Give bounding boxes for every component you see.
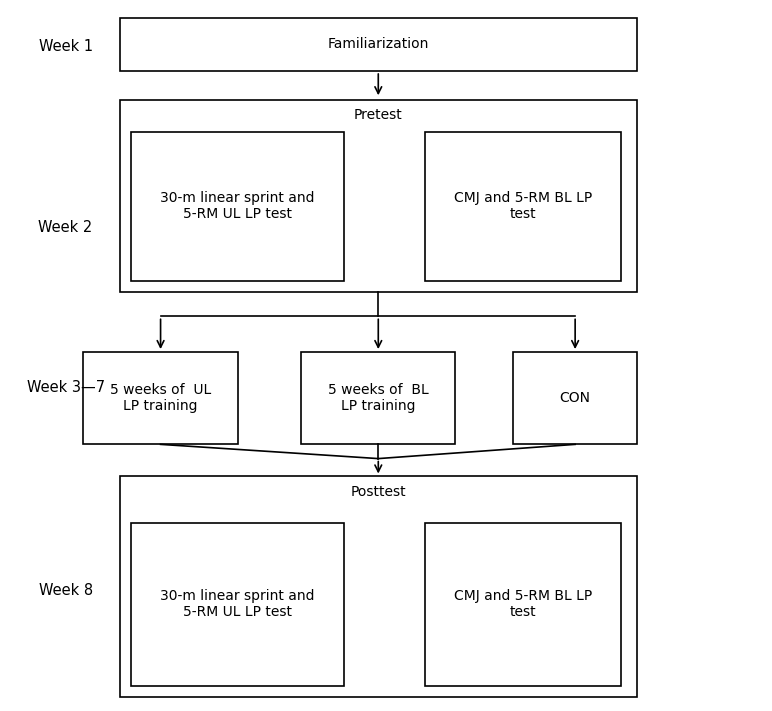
Bar	[131, 523, 344, 686]
Bar	[425, 523, 621, 686]
Text: Week 1: Week 1	[39, 38, 93, 54]
Bar	[120, 18, 637, 71]
Text: 5 weeks of  UL
LP training: 5 weeks of UL LP training	[110, 383, 212, 413]
Bar	[513, 352, 637, 444]
Text: 30-m linear sprint and
5-RM UL LP test: 30-m linear sprint and 5-RM UL LP test	[160, 589, 315, 619]
Bar	[425, 132, 621, 281]
Bar	[120, 476, 637, 697]
Text: 30-m linear sprint and
5-RM UL LP test: 30-m linear sprint and 5-RM UL LP test	[160, 191, 315, 221]
Text: Posttest: Posttest	[350, 485, 406, 499]
Text: Pretest: Pretest	[354, 108, 403, 122]
Text: 5 weeks of  BL
LP training: 5 weeks of BL LP training	[328, 383, 428, 413]
Text: Week 2: Week 2	[39, 220, 93, 235]
Text: Familiarization: Familiarization	[327, 38, 429, 51]
Bar	[131, 132, 344, 281]
Bar	[83, 352, 238, 444]
Bar	[120, 100, 637, 292]
Text: Week 3—7: Week 3—7	[26, 380, 105, 395]
Text: Week 8: Week 8	[39, 582, 93, 598]
Text: CMJ and 5-RM BL LP
test: CMJ and 5-RM BL LP test	[454, 589, 592, 619]
Text: CMJ and 5-RM BL LP
test: CMJ and 5-RM BL LP test	[454, 191, 592, 221]
Text: CON: CON	[560, 391, 591, 405]
Bar	[301, 352, 455, 444]
